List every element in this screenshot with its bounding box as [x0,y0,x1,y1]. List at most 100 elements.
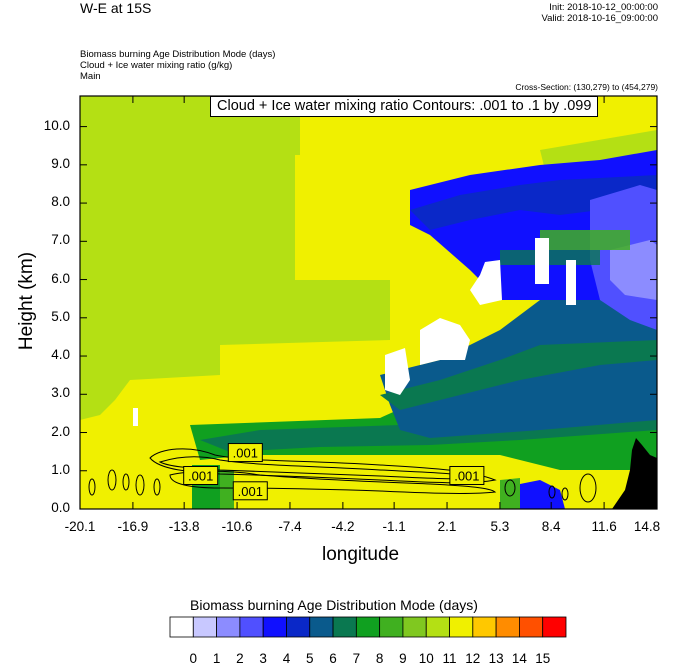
colorbar-swatch [495,616,520,638]
colorbar-label: 6 [329,651,337,666]
y-tick-label: 10.0 [43,117,70,133]
y-tick-label: 0.0 [51,500,70,515]
colorbar-label: 7 [352,651,361,666]
contour-line-12 [579,473,597,503]
colorbar-label: 0 [189,651,198,666]
colorbar-swatch [355,616,381,638]
colorbar-swatch [425,616,450,638]
x-tick-label: -1.1 [382,519,406,534]
time-info: Init: 2018-10-12_00:00:00 Valid: 2018-10… [541,2,658,24]
contour-line-9 [504,479,516,497]
field-region-darkblue-strip [410,175,657,230]
field-info: Biomass burning Age Distribution Mode (d… [80,49,275,82]
colorbar-swatch [332,616,357,638]
field-biomass: Biomass burning Age Distribution Mode (d… [80,49,276,60]
cross-section-info: Cross-Section: (130,279) to (454,279) [515,82,658,92]
field-cloud: Cloud + Ice water mixing ratio (g/kg) [80,60,233,71]
contour-line-10 [548,485,556,499]
contour-line-5 [107,469,117,491]
colorbar-label: 15 [535,651,551,666]
x-tick-label: -7.4 [278,519,302,534]
colorbar-label: 5 [305,651,314,666]
colorbar-label: 9 [399,651,407,666]
field-region-white-3 [385,348,410,395]
field-region-white-6 [133,408,138,426]
contour-label: .001 [233,446,258,461]
x-tick-label: 5.3 [490,519,510,534]
colorbar-swatch [519,616,544,638]
field-region-teal-edge [380,340,657,410]
colorbar-label: 12 [465,651,481,666]
contour-label: .001 [188,468,213,483]
colorbar-swatch [472,616,497,638]
field-region-lavender [610,240,657,300]
x-axis-label: longitude [322,544,400,565]
colorbar-swatch [286,616,311,638]
field-region-white-2 [420,318,470,365]
contour-label-box [449,465,485,485]
colorbar-label: 10 [418,651,434,666]
colorbar-label: 14 [511,651,527,666]
field-region-white-4 [535,238,549,284]
x-tick-label: -10.6 [221,519,253,534]
plot-title: W-E at 15S [80,0,152,16]
x-tick-label: -16.9 [117,519,149,534]
contour-line-1 [149,448,497,484]
field-region-green-surface [500,478,520,509]
colorbar-label: 3 [259,651,267,666]
x-tick-label: -20.1 [64,519,96,534]
colorbar-label: 2 [236,651,244,666]
contour-line-6 [122,473,130,491]
colorbar-swatch [542,616,567,638]
colorbar-label: 8 [375,651,384,666]
x-tick-label: 8.4 [541,519,561,534]
contour-line-4 [88,478,96,496]
field-region-lightgreen [80,96,390,420]
contour-label-box [183,465,219,485]
colorbar-title: Biomass burning Age Distribution Mode (d… [190,597,478,613]
y-tick-label: 8.0 [51,194,70,210]
colorbar-swatch [449,616,474,638]
colorbar-label: 11 [442,651,457,666]
colorbar [169,616,567,638]
field-region-white-1 [470,260,502,305]
colorbar-swatch [169,616,194,638]
colorbar-swatch [262,616,287,638]
contour-label: .001 [238,484,263,499]
colorbar-swatch [402,616,427,638]
y-tick-label: 1.0 [51,461,70,477]
field-main: Main [80,71,101,82]
y-tick-label: 5.0 [51,308,70,324]
contour-label-layer: .001 .001 .001 .001 [183,443,485,501]
contour-title: Cloud + Ice water mixing ratio Contours:… [210,96,599,117]
terrain [612,438,657,509]
colorbar-swatch [216,616,241,638]
field-region-dkgreen-strip [500,250,600,265]
x-tick-label: 14.8 [633,519,661,534]
x-tick-label: -4.2 [331,519,355,534]
contour-line-8 [153,478,161,496]
contour-line-7 [135,474,145,496]
y-tick-label: 7.0 [51,232,70,248]
y-tick-label: 3.0 [51,385,70,401]
y-tick-label: 6.0 [51,270,70,286]
field-region-white-5 [566,260,576,305]
colorbar-swatch [192,616,217,638]
contour-label: .001 [454,468,479,483]
colorbar-swatch [379,616,404,638]
contour-line-11 [561,487,569,501]
colorbar-swatch [239,616,264,638]
x-tick-label: 11.6 [591,519,617,534]
y-axis-label: Height (km) [16,251,37,351]
init-time: Init: 2018-10-12_00:00:00 [549,2,658,13]
colorbar-label: 1 [212,651,221,666]
contour-label-box [227,443,263,463]
contour-label-box [232,481,268,501]
field-region-blue-surface [515,480,565,509]
y-tick-label: 2.0 [51,423,70,439]
y-tick-label: 4.0 [51,347,70,363]
valid-time: Valid: 2018-10-16_09:00:00 [541,13,658,24]
field-region-green-strip [540,230,630,250]
colorbar-swatch [309,616,334,638]
